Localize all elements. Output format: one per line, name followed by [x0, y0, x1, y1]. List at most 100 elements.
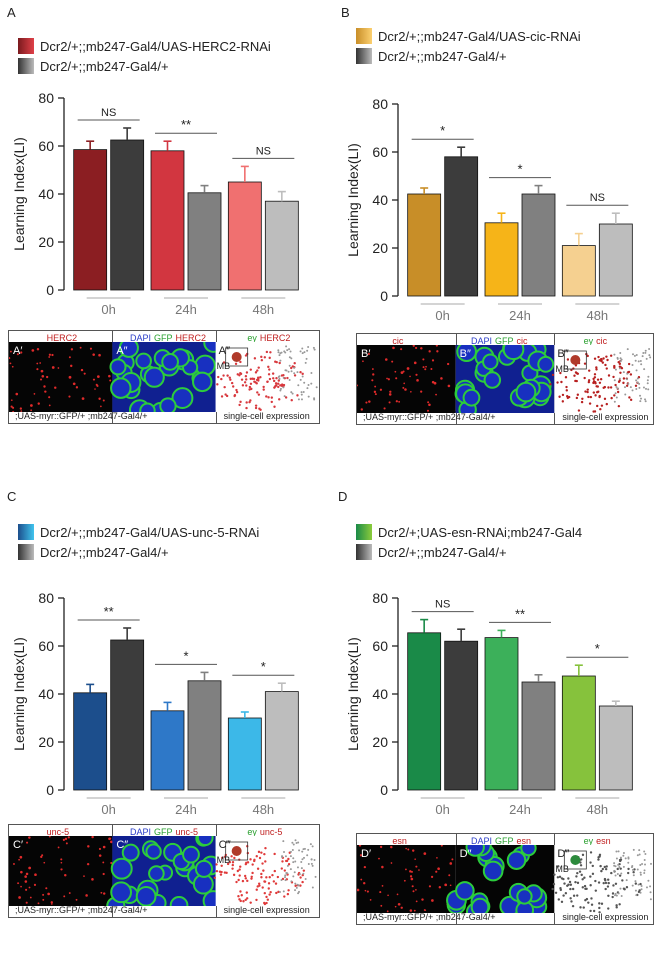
cell-point — [634, 384, 638, 387]
cell-point — [583, 362, 587, 365]
cell-point — [284, 369, 287, 372]
expression-dot — [403, 382, 406, 385]
expression-dot — [43, 385, 46, 388]
cell-point — [643, 858, 646, 861]
cell-point — [560, 900, 564, 904]
cell-point — [641, 355, 644, 358]
expression-dot — [416, 379, 419, 382]
mb-cluster — [570, 355, 581, 365]
cell-point — [613, 862, 616, 865]
cell-point — [583, 876, 586, 879]
cell-point — [641, 862, 644, 865]
cell-point — [263, 891, 266, 895]
cell-point — [304, 361, 307, 364]
cell-point — [293, 374, 297, 377]
expression-dot — [389, 390, 392, 393]
cell-point — [635, 894, 638, 897]
cell-point — [640, 363, 643, 366]
cell-point — [270, 400, 273, 404]
cell-point — [569, 897, 572, 900]
category-label: 0h — [101, 302, 115, 317]
cell-point — [564, 376, 568, 379]
cell-point — [273, 405, 276, 408]
cell-point — [593, 373, 597, 376]
cell-point — [300, 861, 303, 864]
expression-dot — [423, 909, 426, 911]
cell-point — [622, 865, 625, 868]
cell-point — [280, 383, 284, 386]
cell-point — [649, 898, 652, 901]
expression-dot — [440, 845, 443, 847]
merge-channel: esn — [516, 836, 532, 846]
cell-point — [639, 864, 642, 867]
cell-point — [627, 861, 630, 864]
bar — [264, 200, 299, 291]
expression-dot — [109, 837, 112, 840]
cell-point — [600, 902, 604, 905]
cell — [110, 881, 133, 904]
single-cell-channel: cic — [596, 336, 608, 346]
expression-dot — [374, 393, 377, 396]
cell-point — [590, 897, 593, 900]
expression-dot — [98, 397, 101, 400]
cell-point — [235, 388, 238, 392]
cell-point — [613, 894, 616, 897]
cell-point — [638, 382, 641, 385]
category-label: 0h — [435, 802, 449, 817]
expression-dot — [103, 892, 106, 895]
genotype-caption: ;UAS-myr::GFP/+ ;mb247-Gal4/+ — [15, 411, 148, 421]
cell-point — [598, 394, 601, 398]
cell-point — [307, 395, 310, 398]
cell-point — [302, 391, 305, 394]
expression-dot — [404, 388, 407, 391]
cell-point — [551, 373, 555, 377]
cell — [145, 843, 162, 860]
expression-dot — [402, 386, 405, 389]
cell-point — [277, 385, 280, 389]
cell-point — [643, 850, 646, 853]
cell-point — [557, 898, 561, 901]
y-axis-label: Learning Index(LI) — [11, 137, 27, 251]
expression-dot — [83, 875, 85, 877]
category-label: 48h — [252, 802, 274, 817]
cell-point — [239, 372, 242, 375]
mb-box — [225, 347, 249, 367]
expression-dot — [91, 878, 94, 881]
cell-point — [249, 382, 253, 386]
expression-dot — [12, 406, 15, 409]
cell-point — [588, 402, 592, 405]
expression-dot — [433, 381, 437, 385]
significance-label: ** — [181, 117, 191, 132]
expression-dot — [400, 348, 403, 351]
expression-dot — [415, 900, 418, 903]
cell-point — [299, 378, 302, 381]
cell-point — [635, 379, 638, 382]
cell-point — [292, 861, 295, 864]
micrograph-svg — [357, 845, 653, 913]
bar — [187, 680, 222, 791]
channel-label-merge: DAPI GFP HERC2 — [130, 333, 209, 343]
cell-point — [294, 884, 297, 888]
cell-point — [637, 360, 640, 363]
cell-point — [636, 377, 639, 380]
bar — [110, 639, 145, 791]
cell-point — [584, 390, 587, 393]
cell-point — [277, 382, 280, 385]
bar-chart-a: 0 20 40 60 80 Learning Index(LI) NS 0h ** 24h NS 48… — [11, 90, 299, 317]
expression-dot — [412, 345, 415, 347]
expression-dot — [420, 390, 423, 393]
expression-dot — [379, 388, 383, 391]
expression-dot — [378, 857, 380, 860]
expression-dot — [48, 353, 51, 356]
cell-point — [619, 371, 622, 374]
cell-point — [622, 381, 625, 385]
expression-dot — [81, 397, 85, 400]
cell-point — [246, 897, 249, 900]
bar — [110, 139, 145, 291]
cell-point — [277, 349, 280, 352]
cell-point — [287, 857, 290, 861]
cell-point — [559, 371, 562, 375]
cell-point — [632, 871, 635, 874]
expression-dot — [422, 366, 425, 369]
cell-point — [604, 363, 607, 367]
